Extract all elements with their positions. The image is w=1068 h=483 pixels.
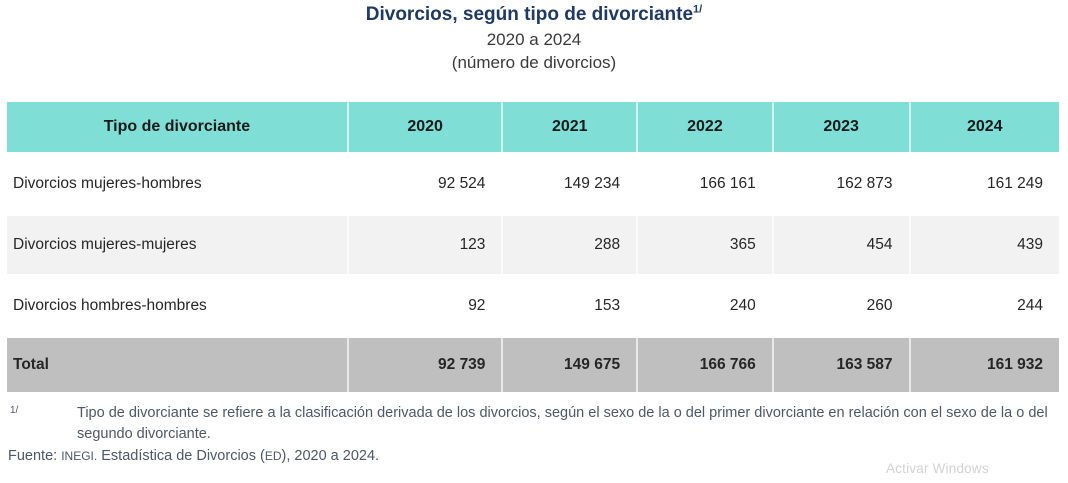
- divorces-table: Tipo de divorciante 2020 2021 2022 2023 …: [7, 99, 1059, 395]
- source-org: INEGI.: [61, 448, 98, 463]
- column-header-2020: 2020: [346, 101, 502, 152]
- total-cell: 166 766: [636, 337, 772, 392]
- column-header-2022: 2022: [636, 101, 772, 152]
- table-row-mujeres-mujeres: Divorcios mujeres-mujeres 123 288 365 45…: [7, 215, 1059, 274]
- column-header-2023: 2023: [771, 101, 909, 152]
- table-cell: 260: [771, 276, 909, 335]
- table-cell: 162 873: [771, 154, 909, 213]
- total-cell: 92 739: [346, 337, 502, 392]
- table-cell: 123: [346, 215, 502, 274]
- column-header-2024: 2024: [908, 101, 1059, 152]
- row-label: Divorcios mujeres-hombres: [7, 154, 347, 213]
- row-label: Divorcios mujeres-mujeres: [7, 215, 347, 274]
- table-cell: 454: [771, 215, 909, 274]
- source-prefix: Fuente:: [8, 447, 58, 464]
- table-cell: 92 524: [346, 154, 502, 213]
- table-cell: 240: [636, 276, 772, 335]
- table-cell: 161 249: [908, 154, 1059, 213]
- activate-windows-watermark: Activar Windows: [886, 461, 989, 476]
- table-row-total: Total 92 739 149 675 166 766 163 587 161…: [7, 337, 1059, 392]
- table-cell: 288: [501, 215, 637, 274]
- column-header-2021: 2021: [501, 101, 637, 152]
- source-line: Fuente: INEGI. Estadística de Divorcios …: [8, 446, 1063, 467]
- footnote-marker: 1/: [10, 404, 19, 416]
- total-label: Total: [7, 337, 347, 392]
- table-cell: 166 161: [636, 154, 772, 213]
- total-cell: 161 932: [908, 337, 1059, 392]
- table-cell: 92: [346, 276, 502, 335]
- source-text-b: ), 2020 a 2024.: [281, 447, 380, 464]
- table-container: Tipo de divorciante 2020 2021 2022 2023 …: [7, 99, 1059, 395]
- table-row-hombres-hombres: Divorcios hombres-hombres 92 153 240 260…: [7, 276, 1059, 335]
- page-title: Divorcios, según tipo de divorciante1/: [0, 3, 1068, 28]
- table-header: Tipo de divorciante 2020 2021 2022 2023 …: [7, 101, 1059, 152]
- header-row: Tipo de divorciante 2020 2021 2022 2023 …: [7, 101, 1059, 152]
- total-cell: 149 675: [501, 337, 637, 392]
- source-text-a: Estadística de Divorcios (: [101, 447, 265, 464]
- page-title-text: Divorcios, según tipo de divorciante: [365, 4, 694, 25]
- table-cell: 153: [501, 276, 637, 335]
- subtitle-years: 2020 a 2024: [486, 29, 582, 49]
- table-body: Divorcios mujeres-hombres 92 524 149 234…: [7, 154, 1059, 392]
- notes-block: 1/ Tipo de divorciante se refiere a la c…: [8, 403, 1063, 467]
- footnote-text: Tipo de divorciante se refiere a la clas…: [77, 404, 1048, 442]
- table-row-mujeres-hombres: Divorcios mujeres-hombres 92 524 149 234…: [7, 154, 1059, 213]
- table-cell: 439: [908, 215, 1059, 274]
- footnote: 1/ Tipo de divorciante se refiere a la c…: [8, 403, 1063, 445]
- source-abbr: ED: [264, 448, 282, 463]
- total-cell: 163 587: [771, 337, 909, 392]
- subtitle-unit: (número de divorcios): [451, 52, 617, 72]
- table-cell: 244: [908, 276, 1059, 335]
- row-label: Divorcios hombres-hombres: [7, 276, 347, 335]
- table-cell: 365: [636, 215, 772, 274]
- title-footnote-marker: 1/: [693, 3, 703, 16]
- column-header-tipo: Tipo de divorciante: [7, 101, 347, 152]
- title-block: Divorcios, según tipo de divorciante1/ 2…: [0, 0, 1068, 74]
- table-cell: 149 234: [501, 154, 637, 213]
